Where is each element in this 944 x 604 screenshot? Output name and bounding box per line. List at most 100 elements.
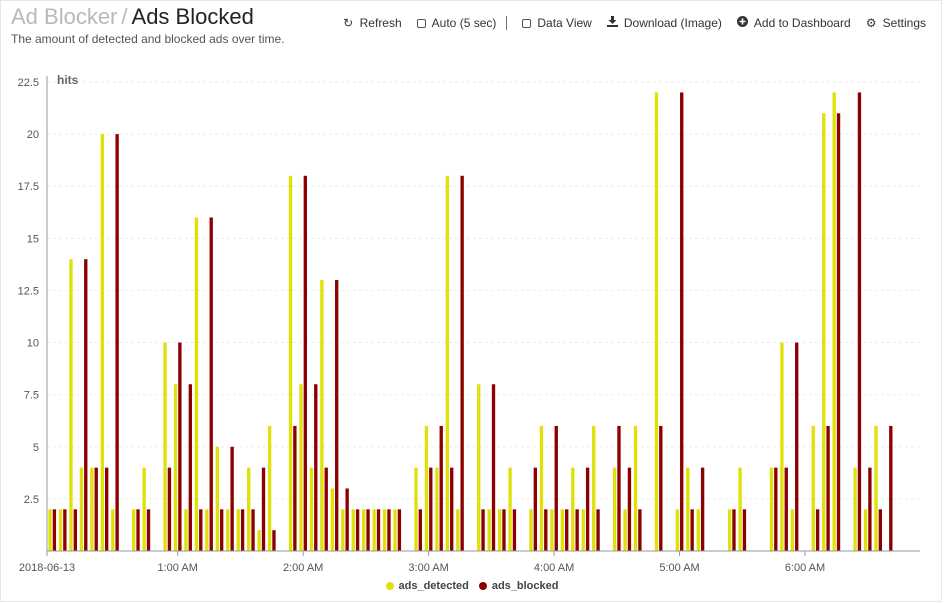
bar-ads-detected[interactable] [508,467,512,551]
bar-ads-detected[interactable] [362,509,366,551]
bar-ads-blocked[interactable] [188,384,192,551]
bar-ads-detected[interactable] [675,509,680,551]
bar-ads-detected[interactable] [727,509,732,551]
bar-ads-blocked[interactable] [397,509,402,551]
bar-ads-detected[interactable] [581,509,585,551]
bar-ads-detected[interactable] [560,509,565,551]
bar-ads-detected[interactable] [487,509,491,551]
bar-ads-detected[interactable] [215,446,220,551]
bar-ads-detected[interactable] [184,509,188,551]
bar-ads-blocked[interactable] [146,509,151,551]
bar-ads-detected[interactable] [351,509,355,551]
bar-ads-blocked[interactable] [836,113,841,552]
bar-ads-blocked[interactable] [251,509,255,551]
bar-ads-detected[interactable] [435,467,439,551]
bar-ads-blocked[interactable] [481,509,485,551]
bar-ads-detected[interactable] [111,509,115,551]
bar-ads-blocked[interactable] [105,467,109,551]
bar-ads-blocked[interactable] [565,509,569,551]
bar-ads-detected[interactable] [456,509,460,551]
bar-ads-detected[interactable] [550,509,554,551]
bar-ads-detected[interactable] [236,509,240,551]
bar-ads-blocked[interactable] [418,509,423,551]
bar-ads-blocked[interactable] [366,509,370,551]
download-image-button[interactable]: Download (Image) [606,16,722,30]
bar-ads-detected[interactable] [372,509,376,551]
bar-ads-detected[interactable] [100,134,105,551]
bar-ads-detected[interactable] [738,467,742,551]
bar-ads-detected[interactable] [769,467,774,551]
bar-ads-blocked[interactable] [450,467,454,551]
bar-ads-detected[interactable] [142,467,146,551]
bar-ads-detected[interactable] [205,509,209,551]
bar-ads-detected[interactable] [853,467,857,551]
bar-ads-blocked[interactable] [732,509,736,551]
auto-refresh-checkbox[interactable]: Auto (5 sec) [416,16,496,30]
bar-ads-detected[interactable] [497,509,502,551]
bar-ads-blocked[interactable] [303,175,307,552]
bar-ads-blocked[interactable] [261,467,266,551]
bar-ads-blocked[interactable] [73,509,77,551]
bar-ads-blocked[interactable] [512,509,517,551]
bar-ads-detected[interactable] [477,384,481,551]
bar-ads-blocked[interactable] [63,509,67,551]
bar-ads-blocked[interactable] [627,467,632,551]
bar-ads-detected[interactable] [790,509,795,551]
bar-ads-detected[interactable] [874,425,878,551]
bar-ads-detected[interactable] [341,509,345,551]
bar-ads-blocked[interactable] [220,509,224,551]
bar-ads-blocked[interactable] [209,217,213,551]
bar-ads-blocked[interactable] [460,175,464,552]
bar-ads-detected[interactable] [863,509,868,551]
bar-ads-detected[interactable] [686,467,690,551]
legend-item-ads-blocked[interactable]: ads_blocked [478,580,558,592]
bar-ads-blocked[interactable] [700,467,705,551]
bar-ads-detected[interactable] [612,467,617,551]
breadcrumb-parent[interactable]: Ad Blocker [11,4,118,29]
bar-ads-blocked[interactable] [544,509,548,551]
bar-ads-blocked[interactable] [585,467,590,551]
bar-ads-detected[interactable] [571,467,575,551]
bar-ads-blocked[interactable] [554,425,558,551]
bar-ads-blocked[interactable] [784,467,788,551]
bar-ads-detected[interactable] [309,467,314,551]
bar-ads-detected[interactable] [424,425,429,551]
bar-ads-detected[interactable] [132,509,136,551]
refresh-button[interactable]: ↻ Refresh [343,16,402,30]
bar-ads-blocked[interactable] [502,509,506,551]
bar-ads-blocked[interactable] [742,509,747,551]
bar-ads-detected[interactable] [529,509,533,551]
data-view-checkbox[interactable]: Data View [522,16,592,30]
bar-ads-detected[interactable] [163,342,167,551]
bar-ads-blocked[interactable] [491,384,496,551]
bar-ads-blocked[interactable] [857,92,862,551]
bar-ads-detected[interactable] [90,467,94,551]
legend-item-ads-detected[interactable]: ads_detected [385,580,469,592]
add-to-dashboard-button[interactable]: Add to Dashboard [736,16,851,30]
bar-ads-blocked[interactable] [376,509,381,551]
bar-ads-blocked[interactable] [52,509,57,551]
bar-ads-blocked[interactable] [199,509,203,551]
bar-ads-detected[interactable] [299,384,303,551]
bar-ads-blocked[interactable] [815,509,820,551]
bar-ads-blocked[interactable] [84,259,88,551]
bar-ads-detected[interactable] [69,259,73,551]
bar-ads-detected[interactable] [58,509,63,551]
bar-ads-detected[interactable] [382,509,387,551]
bar-ads-blocked[interactable] [429,467,433,551]
bar-ads-detected[interactable] [780,342,784,551]
bar-ads-blocked[interactable] [293,425,297,551]
bar-ads-blocked[interactable] [680,92,684,551]
bar-ads-blocked[interactable] [335,280,339,551]
bar-ads-blocked[interactable] [115,134,119,551]
bar-ads-blocked[interactable] [387,509,391,551]
bar-ads-detected[interactable] [48,509,52,551]
bar-ads-detected[interactable] [623,509,627,551]
bar-ads-blocked[interactable] [878,509,883,551]
bar-ads-detected[interactable] [320,280,324,551]
bar-ads-detected[interactable] [79,467,84,551]
bar-ads-blocked[interactable] [795,342,799,551]
bar-ads-blocked[interactable] [345,488,349,551]
bar-ads-detected[interactable] [633,425,638,551]
bar-ads-detected[interactable] [414,467,418,551]
